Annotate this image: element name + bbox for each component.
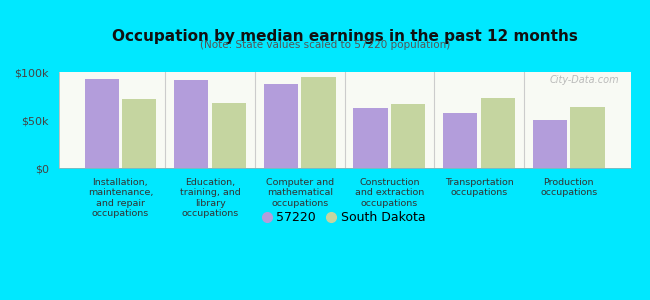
Bar bbox=[443, 113, 477, 168]
Text: (Note: State values scaled to 57220 population): (Note: State values scaled to 57220 popu… bbox=[200, 40, 450, 50]
Bar bbox=[264, 85, 298, 168]
Bar bbox=[571, 106, 605, 168]
Bar bbox=[533, 120, 567, 168]
Bar bbox=[481, 98, 515, 168]
Bar bbox=[354, 109, 387, 168]
Title: Occupation by median earnings in the past 12 months: Occupation by median earnings in the pas… bbox=[112, 29, 577, 44]
Bar bbox=[122, 99, 156, 168]
Bar bbox=[212, 103, 246, 168]
Bar bbox=[391, 104, 425, 168]
Bar bbox=[84, 79, 118, 168]
Bar bbox=[302, 77, 335, 168]
Text: City-Data.com: City-Data.com bbox=[549, 75, 619, 85]
Legend: 57220, South Dakota: 57220, South Dakota bbox=[259, 206, 430, 229]
Bar bbox=[174, 80, 208, 168]
